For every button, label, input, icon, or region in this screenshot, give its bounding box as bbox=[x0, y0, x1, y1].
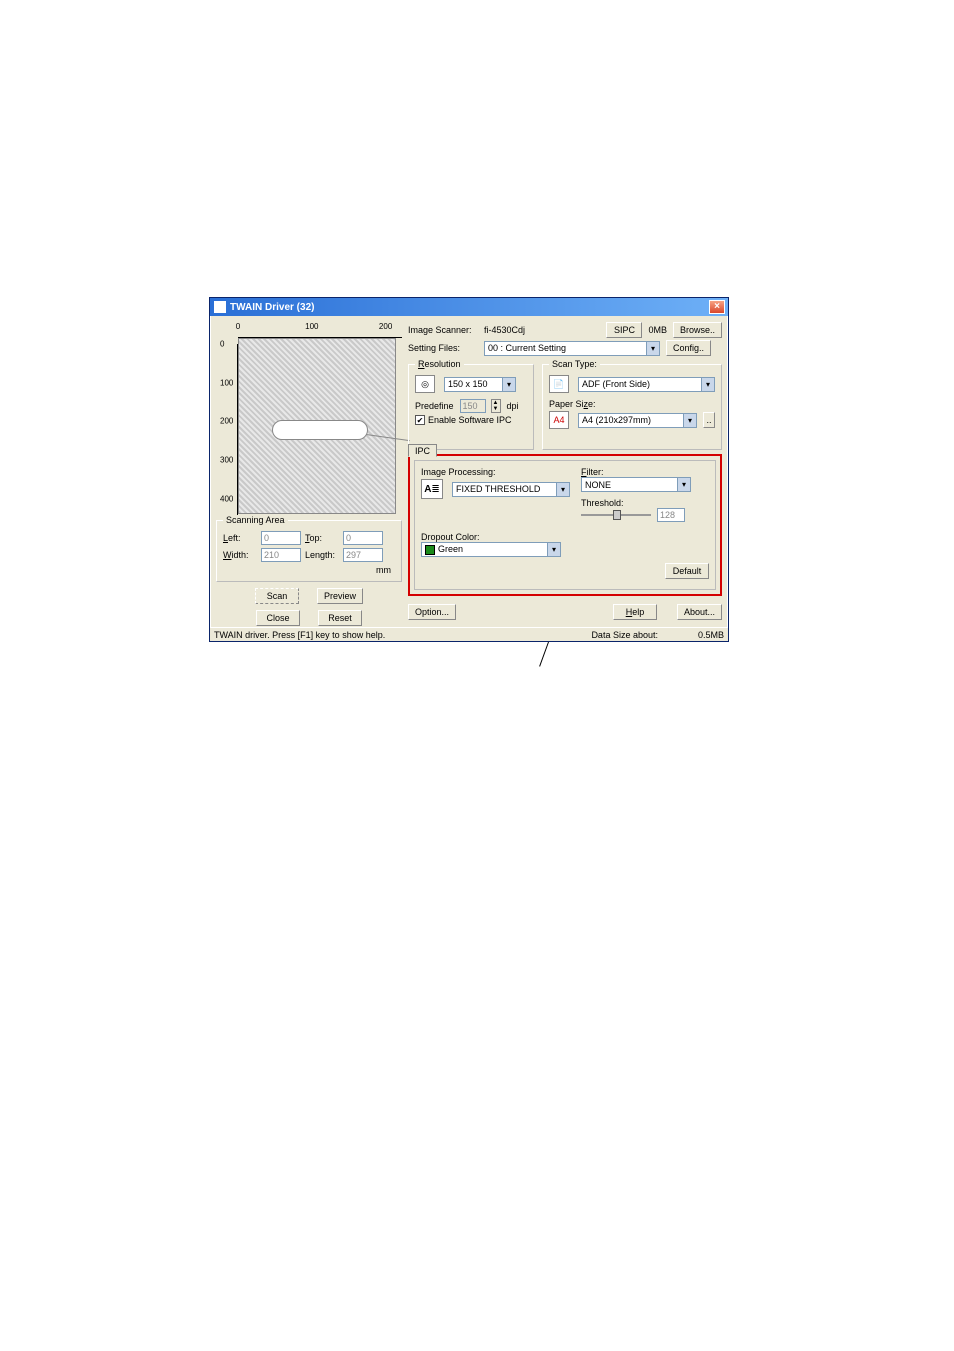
filter-select[interactable]: NONE bbox=[581, 477, 691, 492]
chevron-down-icon bbox=[556, 483, 569, 496]
close-icon[interactable]: × bbox=[709, 300, 725, 314]
length-label: Length: bbox=[305, 550, 339, 560]
status-text: TWAIN driver. Press [F1] key to show hel… bbox=[214, 630, 385, 640]
ruler-h-100: 100 bbox=[305, 322, 318, 331]
top-input[interactable] bbox=[343, 531, 383, 545]
dpi-spinner[interactable]: ▲▼ bbox=[491, 399, 501, 413]
about-button[interactable]: About... bbox=[677, 604, 722, 620]
resolution-select[interactable]: 150 x 150 bbox=[444, 377, 516, 392]
enable-ipc-label: Enable Software IPC bbox=[428, 415, 512, 425]
setting-files-label: Setting Files: bbox=[408, 343, 478, 353]
image-scanner-value: fi-4530Cdj bbox=[484, 325, 550, 335]
filter-value: NONE bbox=[585, 480, 677, 490]
datasize-label: Data Size about: bbox=[591, 630, 658, 640]
dropout-color-select[interactable]: Green bbox=[421, 542, 561, 557]
chevron-down-icon bbox=[701, 378, 714, 391]
enable-software-ipc-checkbox[interactable]: ✔ Enable Software IPC bbox=[415, 415, 527, 425]
sipc-button[interactable]: SIPC bbox=[606, 322, 642, 338]
ruler-v-400: 400 bbox=[220, 494, 233, 503]
dpi-unit: dpi bbox=[507, 401, 519, 411]
close-button[interactable]: Close bbox=[256, 610, 300, 626]
chevron-down-icon bbox=[547, 543, 560, 556]
setting-files-value: 00 : Current Setting bbox=[488, 343, 646, 353]
resolution-icon: ◎ bbox=[415, 375, 435, 393]
reset-button[interactable]: Reset bbox=[318, 610, 362, 626]
filter-label: Filter: bbox=[581, 467, 709, 477]
image-processing-value: FIXED THRESHOLD bbox=[456, 484, 556, 494]
paper-size-extra-button[interactable]: .. bbox=[703, 412, 715, 428]
length-input[interactable] bbox=[343, 548, 383, 562]
paper-size-value: A4 (210x297mm) bbox=[582, 415, 683, 425]
browse-button[interactable]: Browse.. bbox=[673, 322, 722, 338]
image-scanner-label: Image Scanner: bbox=[408, 325, 478, 335]
status-bar: TWAIN driver. Press [F1] key to show hel… bbox=[210, 627, 728, 641]
ipc-highlight-box: IPC Image Processing: A≣ FIXED THRESHOLD bbox=[408, 454, 722, 596]
ipc-panel: Image Processing: A≣ FIXED THRESHOLD bbox=[414, 460, 716, 590]
chevron-down-icon bbox=[502, 378, 515, 391]
left-input[interactable] bbox=[261, 531, 301, 545]
mb-label: 0MB bbox=[648, 325, 667, 335]
image-processing-select[interactable]: FIXED THRESHOLD bbox=[452, 482, 570, 497]
image-processing-label: Image Processing: bbox=[421, 467, 571, 477]
ruler-h-0: 0 bbox=[236, 322, 240, 331]
titlebar: TWAIN Driver (32) × bbox=[210, 298, 728, 316]
config-button[interactable]: Config.. bbox=[666, 340, 711, 356]
ruler-v-200: 200 bbox=[220, 417, 233, 426]
scanning-area-group: Scanning Area Left: Top: Width: Length: … bbox=[216, 520, 402, 582]
dropout-color-label: Dropout Color: bbox=[421, 532, 709, 542]
chevron-down-icon bbox=[646, 342, 659, 355]
top-label: Top: bbox=[305, 533, 339, 543]
predefine-label: Predefine bbox=[415, 401, 454, 411]
ruler-h-200: 200 bbox=[379, 322, 392, 331]
scan-type-select[interactable]: ADF (Front Side) bbox=[578, 377, 715, 392]
resolution-value: 150 x 150 bbox=[448, 379, 502, 389]
scan-type-group: Scan Type: 📄 ADF (Front Side) Paper Size… bbox=[542, 364, 722, 450]
chevron-down-icon bbox=[683, 414, 696, 427]
scan-button[interactable]: Scan bbox=[255, 588, 299, 604]
a4-icon: A4 bbox=[549, 411, 569, 429]
chevron-down-icon bbox=[677, 478, 690, 491]
ruler-v-0: 0 bbox=[220, 340, 224, 349]
setting-files-select[interactable]: 00 : Current Setting bbox=[484, 341, 660, 356]
callout-bubble bbox=[272, 420, 368, 440]
threshold-label: Threshold: bbox=[581, 498, 709, 508]
app-icon bbox=[214, 301, 226, 313]
option-button[interactable]: Option... bbox=[408, 604, 456, 620]
left-label: Left: bbox=[223, 533, 257, 543]
dropout-color-value: Green bbox=[425, 544, 547, 555]
twain-driver-window: TWAIN Driver (32) × 0 100 200 0 100 200 bbox=[209, 297, 729, 642]
resolution-legend: Resolution bbox=[415, 359, 464, 369]
ruler-v-100: 100 bbox=[220, 378, 233, 387]
adf-icon: 📄 bbox=[549, 375, 569, 393]
unit-label: mm bbox=[223, 565, 395, 575]
threshold-input[interactable] bbox=[657, 508, 685, 522]
preview-button[interactable]: Preview bbox=[317, 588, 363, 604]
paper-size-label: Paper Size: bbox=[549, 399, 715, 409]
scan-type-value: ADF (Front Side) bbox=[582, 379, 701, 389]
help-button[interactable]: Help bbox=[613, 604, 657, 620]
paper-size-select[interactable]: A4 (210x297mm) bbox=[578, 413, 697, 428]
window-title: TWAIN Driver (32) bbox=[230, 302, 314, 313]
horizontal-ruler: 0 100 200 bbox=[238, 322, 402, 338]
datasize-value: 0.5MB bbox=[698, 630, 724, 640]
vertical-ruler: 0 100 200 300 400 bbox=[224, 344, 238, 520]
threshold-slider[interactable] bbox=[581, 510, 651, 520]
scan-type-legend: Scan Type: bbox=[549, 359, 600, 369]
dpi-input bbox=[460, 399, 486, 413]
default-button[interactable]: Default bbox=[665, 563, 709, 579]
annotation-line bbox=[539, 642, 549, 667]
width-label: Width: bbox=[223, 550, 257, 560]
resolution-group: Resolution ◎ 150 x 150 Predefine ▲▼ bbox=[408, 364, 534, 450]
image-processing-icon: A≣ bbox=[421, 479, 443, 499]
scanning-area-legend: Scanning Area bbox=[223, 515, 288, 525]
width-input[interactable] bbox=[261, 548, 301, 562]
ipc-tab[interactable]: IPC bbox=[408, 444, 437, 457]
ruler-v-300: 300 bbox=[220, 456, 233, 465]
